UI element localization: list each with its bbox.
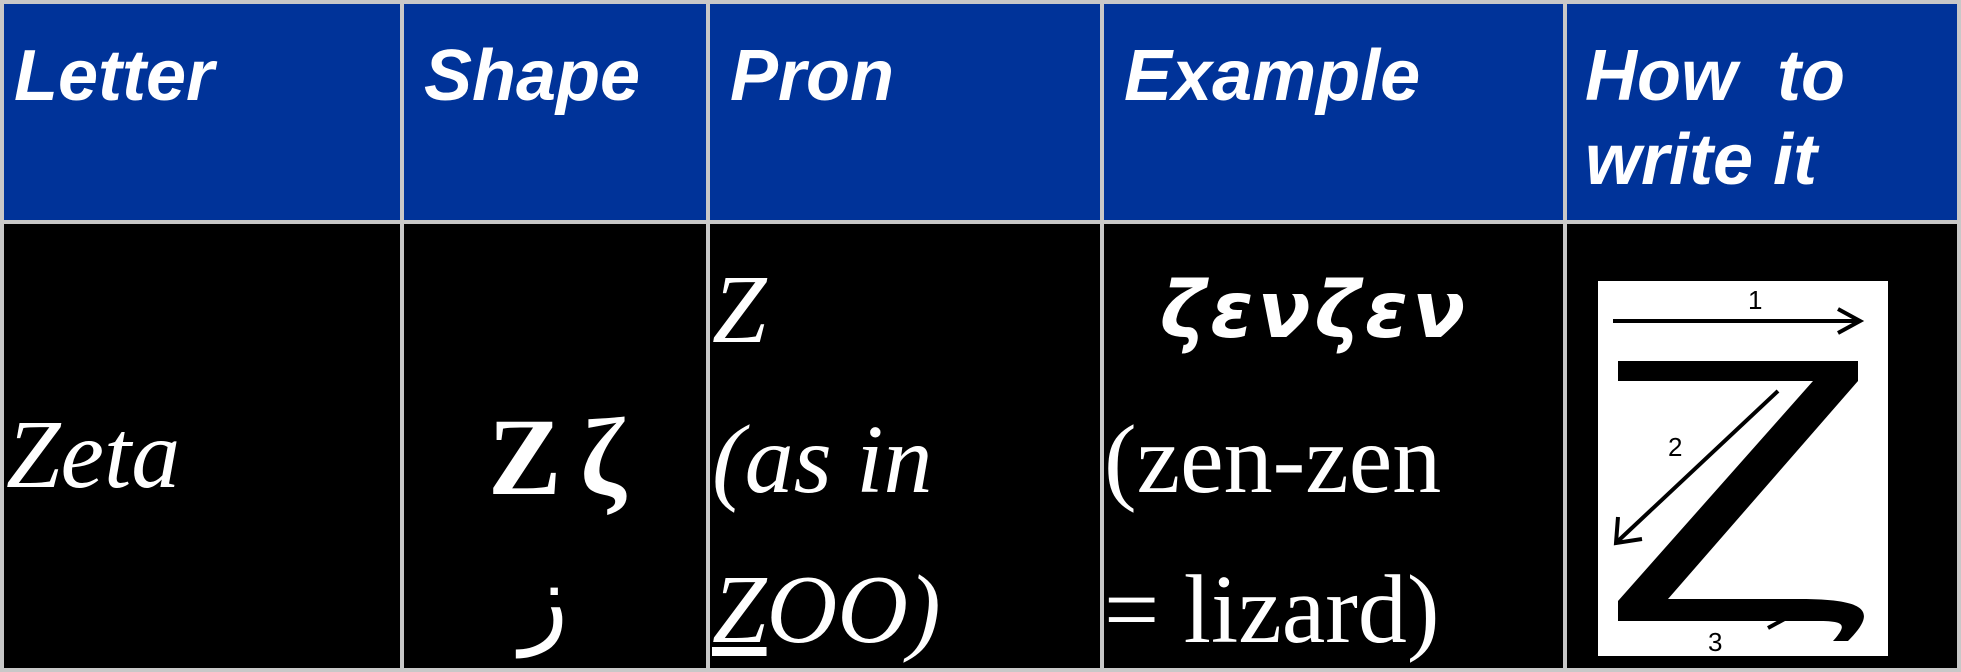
pron-line: Z [712,256,767,364]
header-cell: How to [1585,36,1845,116]
example-greek: ζενζεν [1160,266,1470,356]
header-cell: Letter [14,36,215,116]
z-shape [1618,361,1864,641]
example-line: (zen-zen [1104,406,1442,514]
letter-name: Zeta [6,401,181,509]
shape-lower: ζ [580,396,626,518]
stroke-number: 3 [1708,627,1722,656]
header-cell: Shape [424,36,641,116]
border [1957,0,1961,672]
pron-line: ZOO) [712,556,941,664]
stroke-number: 2 [1668,432,1682,462]
pron-line: (as in [712,406,933,514]
stroke-number: 1 [1748,285,1762,315]
border [0,220,1961,224]
border [0,0,4,672]
header-cell: Example [1124,36,1421,116]
border [1100,0,1104,672]
border [0,668,1961,672]
border [0,0,1961,4]
header-cell: write it [1585,120,1818,200]
shape-arabic: ز [520,541,569,658]
shape-upper: Ζ [488,396,562,518]
header-cell: Pron [730,36,895,116]
header-row [0,0,1961,222]
border [400,0,404,672]
stroke-diagram: 1 2 3 [1598,281,1888,656]
border [1563,0,1567,672]
example-line: = lizard) [1104,556,1440,664]
border [706,0,710,672]
